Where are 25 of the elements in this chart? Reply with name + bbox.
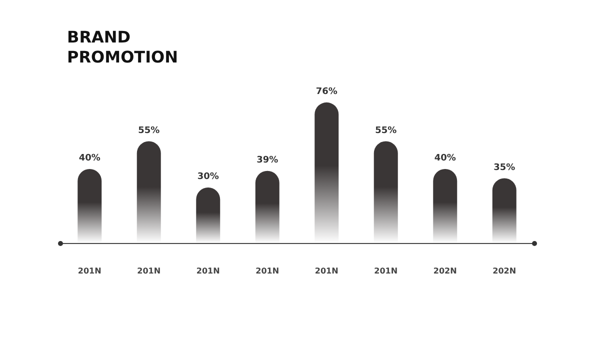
- data-label: 76%: [316, 86, 338, 97]
- bar: [78, 169, 102, 243]
- bar: [433, 169, 458, 243]
- x-tick-label: 201N: [137, 266, 161, 276]
- x-tick-label: 201N: [256, 266, 280, 276]
- x-tick-label: 201N: [374, 266, 398, 276]
- x-tick-label: 202N: [433, 266, 457, 276]
- data-label: 40%: [78, 154, 100, 164]
- bar: [196, 188, 220, 243]
- data-label: 30%: [197, 172, 219, 182]
- bar: [314, 102, 339, 243]
- bar: [255, 170, 280, 243]
- chart-title: BRAND PROMOTION: [67, 28, 178, 66]
- data-label: 55%: [375, 126, 397, 136]
- bar: [492, 178, 516, 243]
- bar: [374, 141, 398, 243]
- x-tick-label: 202N: [492, 266, 516, 276]
- data-label: 55%: [138, 126, 160, 136]
- bar: [136, 141, 161, 243]
- x-tick-label: 201N: [78, 266, 102, 276]
- x-tick-label: 201N: [314, 266, 338, 276]
- x-tick-label: 201N: [196, 266, 220, 276]
- data-label: 35%: [494, 162, 516, 173]
- data-label: 40%: [434, 154, 456, 164]
- data-label: 39%: [256, 155, 278, 166]
